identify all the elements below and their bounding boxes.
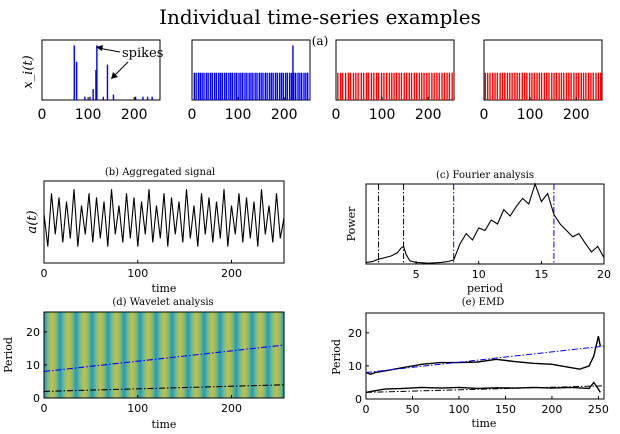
- x-tick-label: 0: [41, 267, 48, 280]
- x-axis-label: time: [152, 418, 177, 430]
- spike-arrowhead-2: [111, 72, 118, 79]
- panel-title: (e) EMD: [462, 297, 504, 308]
- x-tick-label: 150: [495, 403, 516, 416]
- panel-title: (d) Wavelet analysis: [112, 297, 213, 308]
- y-tick-label: 20: [26, 326, 40, 339]
- wavelet-heatmap: [44, 312, 284, 398]
- plot-frame: [335, 39, 455, 101]
- x-tick-label: 15: [534, 268, 548, 281]
- x-tick-label: 100: [517, 107, 544, 123]
- x-tick-label: 250: [588, 403, 609, 416]
- panel-a2: 0 100 200: [188, 39, 311, 123]
- x-tick-label: 0: [188, 107, 197, 123]
- panel-title: (c) Fourier analysis: [436, 170, 534, 181]
- x-tick-label: 50: [405, 403, 419, 416]
- x-tick-label: 200: [271, 107, 298, 123]
- ridge-line: [43, 344, 285, 373]
- x-tick-label: 200: [221, 267, 242, 280]
- ridge-line: [43, 384, 285, 392]
- x-axis-label: time: [152, 282, 177, 295]
- x-tick-label: 0: [41, 402, 48, 415]
- figure-title: Individual time-series examples: [159, 5, 481, 29]
- x-tick-label: 5: [413, 268, 420, 281]
- panel-a4: 0 100 200: [480, 39, 603, 123]
- y-tick-label: 10: [348, 360, 362, 373]
- x-tick-label: 10: [472, 268, 486, 281]
- panel-a1: 0 100 200 x_i(t) spikes: [21, 39, 163, 123]
- y-axis-label: Power: [345, 206, 358, 242]
- x-tick-label: 200: [563, 107, 590, 123]
- panel-a3: 0 100 200: [332, 39, 455, 123]
- plot-frame: [43, 180, 285, 264]
- plot-frame: [365, 183, 605, 265]
- plot-frame: [43, 311, 285, 399]
- plot-frame: [365, 312, 605, 400]
- power-spectrum-line: [365, 182, 605, 264]
- x-tick-label: 200: [121, 107, 148, 123]
- y-tick-label: 20: [348, 327, 362, 340]
- panel-a-label: (a): [312, 34, 329, 48]
- x-tick-label: 100: [448, 403, 469, 416]
- y-axis-label: Period: [330, 339, 343, 375]
- y-tick-label: 0: [33, 392, 40, 405]
- x-tick-label: 200: [415, 107, 442, 123]
- emd-period-line: [365, 381, 601, 394]
- emd-period-line: [365, 385, 605, 393]
- y-axis-label: Period: [2, 337, 15, 373]
- panel-b-aggregated-signal: (b) Aggregated signal 0 100 200 time a(t): [25, 167, 285, 295]
- emd-period-line: [365, 345, 605, 373]
- spikes-annotation: spikes: [122, 46, 163, 61]
- panel-title: (b) Aggregated signal: [105, 167, 215, 178]
- x-tick-label: 200: [221, 402, 242, 415]
- y-tick-label: 10: [26, 359, 40, 372]
- plot-frame: [483, 39, 603, 101]
- x-tick-label: 100: [127, 402, 148, 415]
- x-tick-label: 20: [597, 268, 611, 281]
- heatmap-shade: [44, 312, 284, 398]
- x-tick-label: 100: [369, 107, 396, 123]
- y-axis-label: x_i(t): [21, 55, 36, 88]
- panel-e-emd: (e) EMD 0 50 100 150 200 250 0 10 20 time Period: [330, 297, 609, 430]
- x-tick-label: 0: [38, 107, 47, 123]
- x-tick-label: 200: [541, 403, 562, 416]
- x-axis-label: time: [472, 417, 497, 430]
- x-tick-label: 0: [480, 107, 489, 123]
- x-axis-label: period: [467, 282, 503, 295]
- x-tick-label: 100: [127, 267, 148, 280]
- x-tick-label: 100: [225, 107, 252, 123]
- plot-frame: [41, 39, 161, 101]
- panel-d-wavelet-analysis: (d) Wavelet analysis 0 100 200 0 10 20 time P…: [2, 297, 285, 431]
- signal-line: [43, 189, 285, 247]
- y-tick-label: 0: [355, 393, 362, 406]
- x-tick-label: 0: [332, 107, 341, 123]
- emd-period-line: [365, 336, 601, 375]
- spike-arrowhead-1: [96, 45, 103, 51]
- x-tick-label: 100: [75, 107, 102, 123]
- x-tick-label: 0: [363, 403, 370, 416]
- panel-c-fourier-analysis: (c) Fourier analysis 5 10 15 20 period Powe…: [345, 170, 611, 295]
- y-axis-label: a(t): [25, 210, 40, 233]
